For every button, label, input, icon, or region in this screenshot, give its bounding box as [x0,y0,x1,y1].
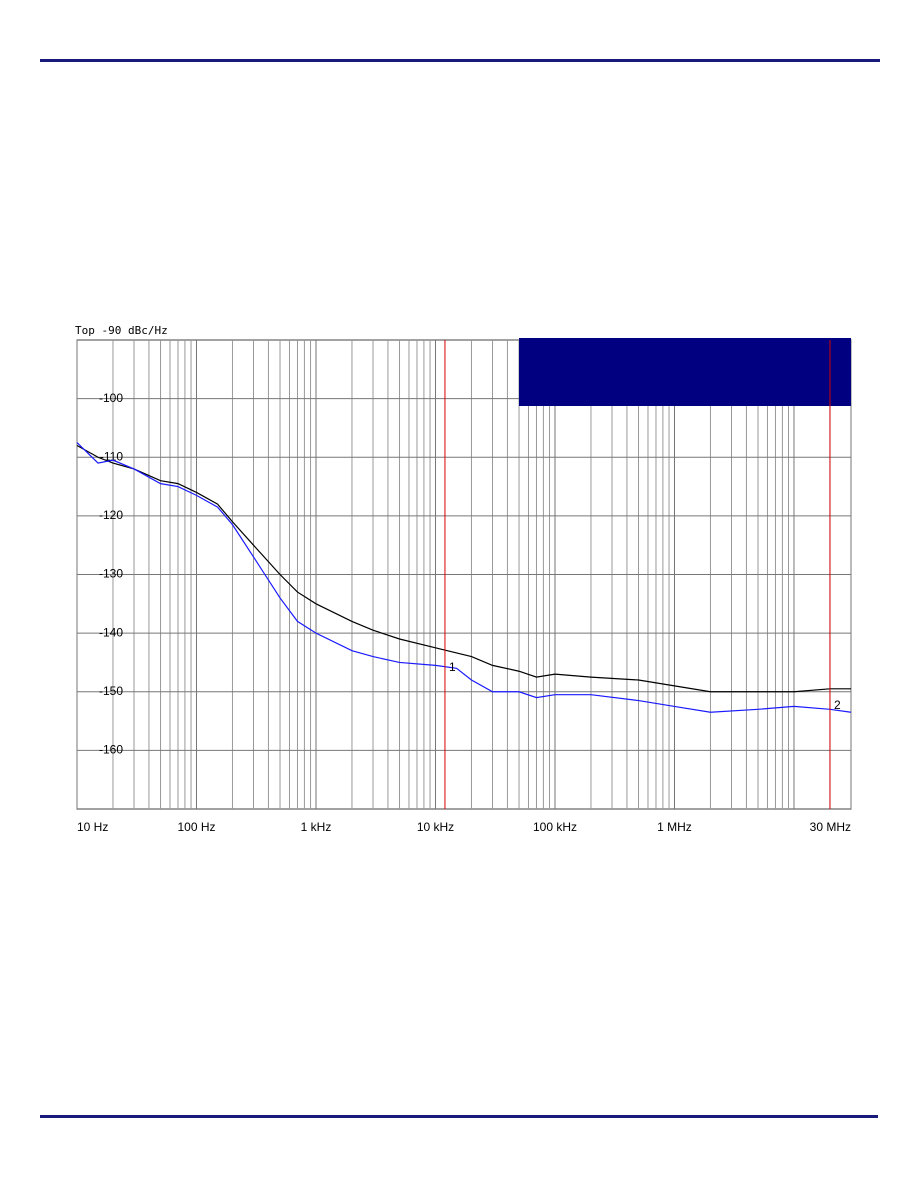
marker-label: 2 [834,698,841,712]
footer-rule [40,1115,878,1118]
marker-label: 1 [449,660,456,674]
y-tick-label: -100 [99,391,123,405]
x-tick-label: 10 kHz [417,820,454,834]
y-tick-label: -120 [99,508,123,522]
x-tick-label: 100 kHz [533,820,577,834]
header-rule [40,59,880,62]
series-line [76,445,851,693]
x-tick-label: 1 MHz [657,820,692,834]
x-tick-label: 10 Hz [77,820,108,834]
y-tick-label: -150 [99,684,123,698]
x-tick-label: 1 kHz [301,820,332,834]
x-tick-label: 100 Hz [177,820,215,834]
y-tick-label: -160 [99,743,123,757]
redaction-box [519,338,851,406]
x-tick-label: 30 MHz [810,820,851,834]
y-tick-label: -130 [99,567,123,581]
chart-title: Top -90 dBc/Hz [75,324,168,337]
chart: Top -90 dBc/Hz -100 -110 -120 -130 -140 -150 -… [75,324,852,834]
series-line [76,442,852,713]
y-tick-label: -140 [99,625,123,639]
y-tick-label: -110 [100,449,123,463]
